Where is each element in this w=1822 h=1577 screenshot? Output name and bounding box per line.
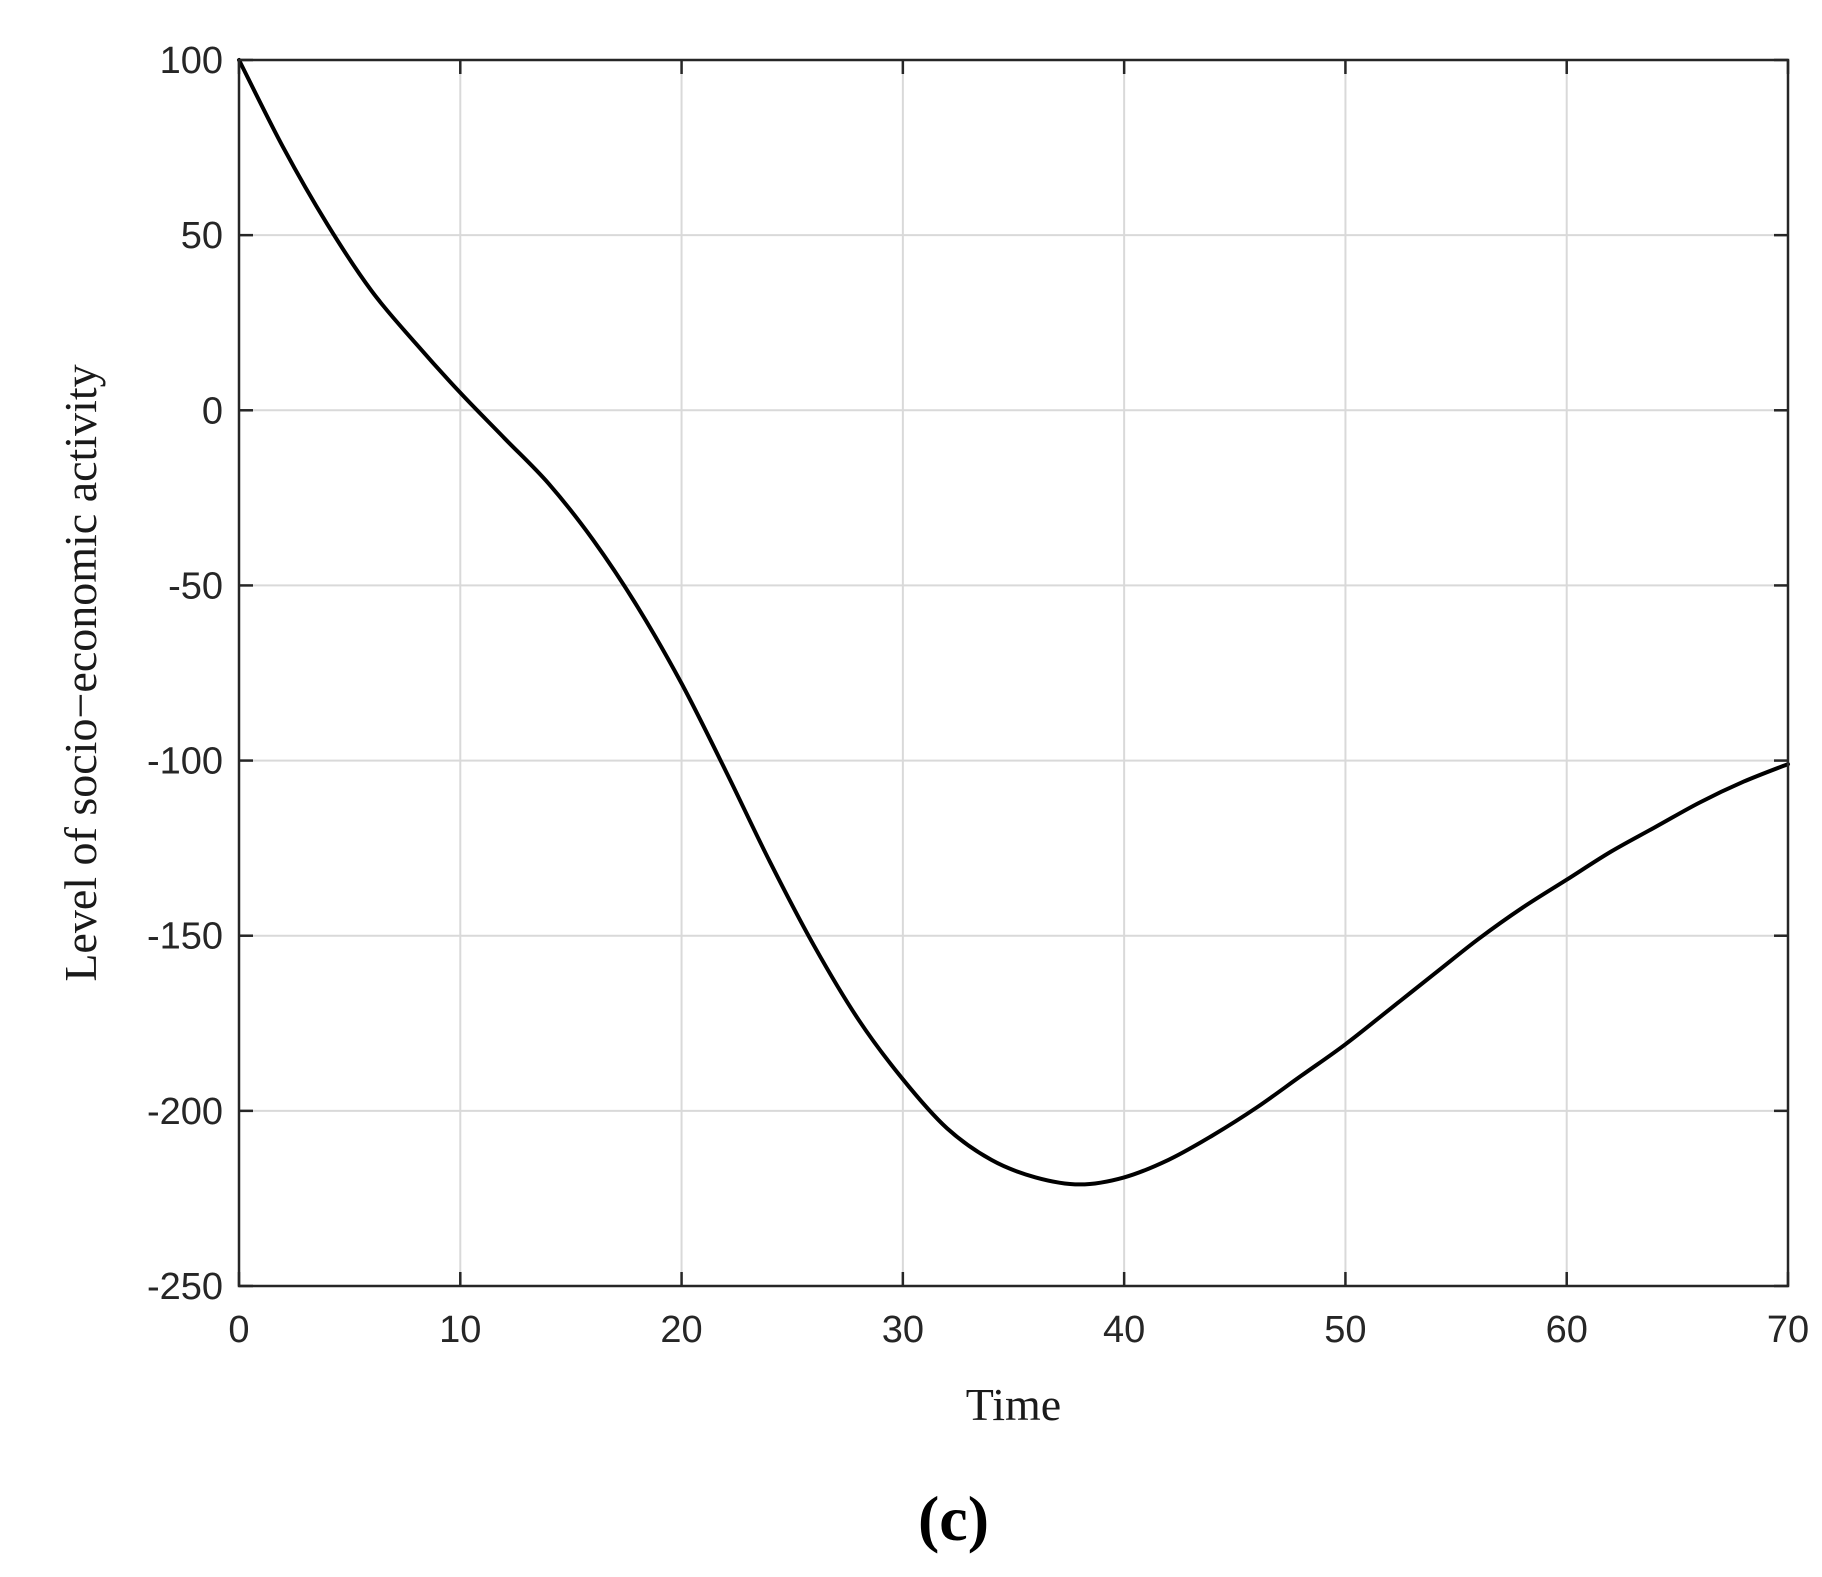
x-tick-label: 10 bbox=[439, 1309, 481, 1351]
x-tick-label: 40 bbox=[1103, 1309, 1145, 1351]
x-tick-labels: 0 10 20 30 40 50 60 70 bbox=[228, 1309, 1809, 1351]
y-tick-label: 50 bbox=[181, 215, 223, 257]
x-tick-label: 30 bbox=[882, 1309, 924, 1351]
y-tick-labels: 100 50 0 -50 -100 -150 -200 -250 bbox=[147, 40, 223, 1308]
panel-label: (c) bbox=[918, 1483, 989, 1554]
x-tick-label: 60 bbox=[1546, 1309, 1588, 1351]
x-tick-label: 0 bbox=[228, 1309, 249, 1351]
x-axis-title: Time bbox=[966, 1379, 1061, 1430]
y-tick-label: -150 bbox=[147, 916, 223, 958]
series-line bbox=[237, 58, 1790, 1187]
x-tick-label: 50 bbox=[1324, 1309, 1366, 1351]
y-axis-title: Level of socio−economic activity bbox=[55, 364, 106, 981]
x-tick-label: 70 bbox=[1767, 1309, 1809, 1351]
y-tick-label: -250 bbox=[147, 1266, 223, 1308]
y-tick-label: -100 bbox=[147, 741, 223, 783]
y-tick-label: -200 bbox=[147, 1091, 223, 1133]
y-tick-label: 0 bbox=[202, 390, 223, 432]
y-tick-label: -50 bbox=[168, 565, 223, 607]
plot-frame bbox=[237, 58, 1790, 1288]
x-tick-label: 20 bbox=[660, 1309, 702, 1351]
y-tick-label: 100 bbox=[160, 40, 223, 82]
